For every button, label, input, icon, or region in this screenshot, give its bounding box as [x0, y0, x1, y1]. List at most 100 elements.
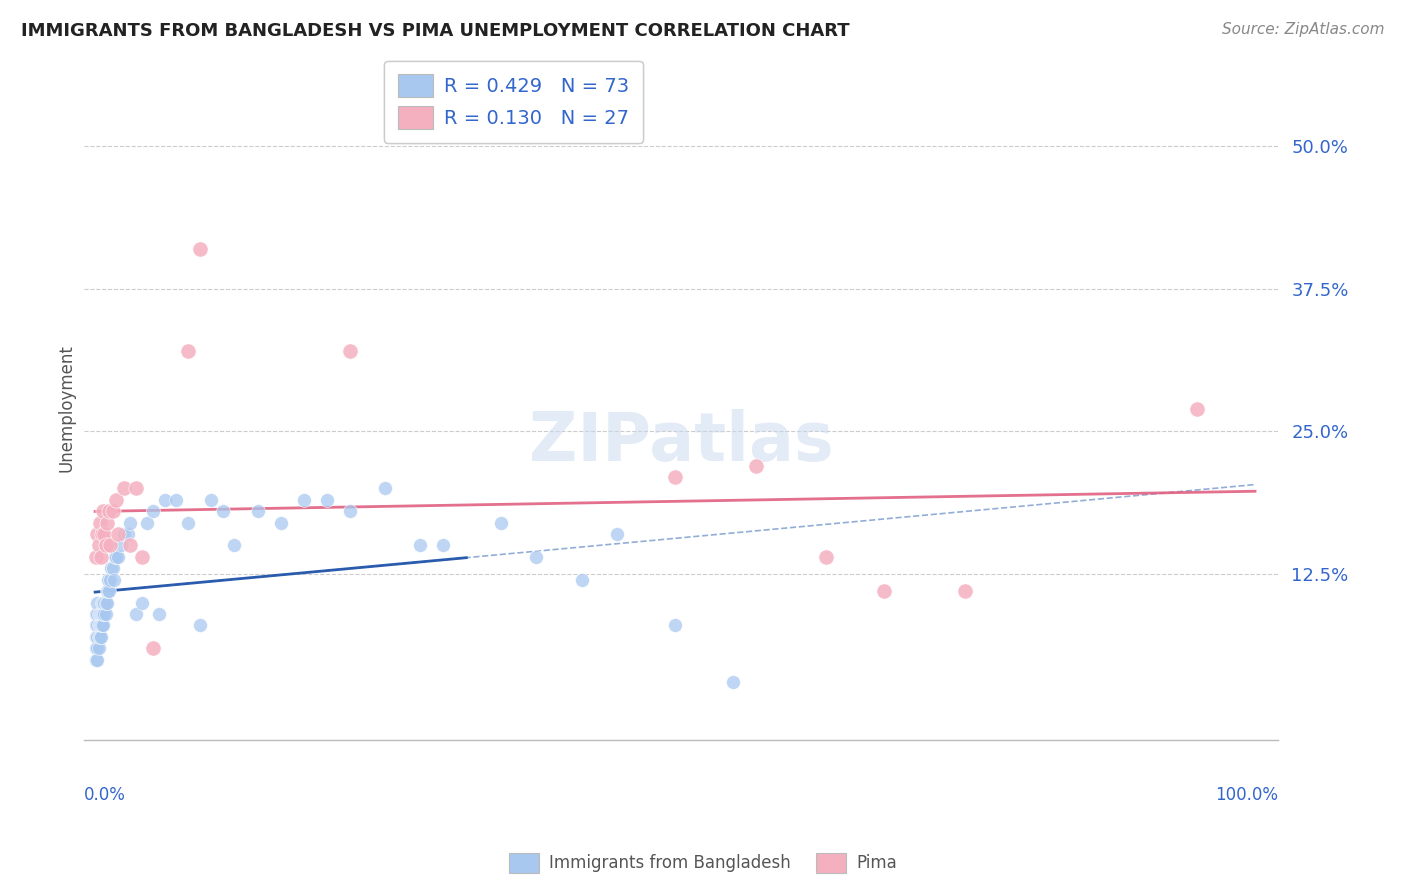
Point [814, 549, 837, 564]
Point [91, 596, 114, 610]
Point [98, 539, 121, 553]
Point [721, 675, 744, 690]
Point [87, 641, 110, 656]
Point [188, 618, 211, 632]
Point [104, 549, 127, 564]
Point [94, 539, 117, 553]
Point [86, 596, 108, 610]
Point [606, 527, 628, 541]
Point [84, 641, 107, 656]
Point [188, 242, 211, 256]
Point [117, 527, 139, 541]
Point [1185, 401, 1208, 416]
Point [131, 596, 153, 610]
Point [246, 504, 269, 518]
Point [107, 549, 129, 564]
Point [571, 573, 593, 587]
Point [93, 527, 115, 541]
Point [339, 344, 361, 359]
Point [93, 607, 115, 621]
Point [125, 607, 148, 621]
Point [953, 584, 976, 599]
Point [101, 504, 124, 518]
Point [339, 504, 361, 518]
Point [84, 607, 107, 621]
Legend: R = 0.429   N = 73, R = 0.130   N = 27: R = 0.429 N = 73, R = 0.130 N = 27 [384, 61, 643, 143]
Point [110, 539, 132, 553]
Point [86, 607, 108, 621]
Point [91, 618, 114, 632]
Text: IMMIGRANTS FROM BANGLADESH VS PIMA UNEMPLOYMENT CORRELATION CHART: IMMIGRANTS FROM BANGLADESH VS PIMA UNEMP… [21, 22, 849, 40]
Point [89, 630, 111, 644]
Point [91, 618, 114, 632]
Point [86, 653, 108, 667]
Point [84, 618, 107, 632]
Point [90, 607, 112, 621]
Point [142, 504, 165, 518]
Point [91, 607, 114, 621]
Point [86, 527, 108, 541]
Point [84, 630, 107, 644]
Point [96, 596, 118, 610]
Y-axis label: Unemployment: Unemployment [58, 344, 75, 473]
Point [97, 573, 120, 587]
Text: 0.0%: 0.0% [83, 786, 125, 804]
Point [165, 492, 187, 507]
Point [153, 492, 176, 507]
Point [91, 527, 114, 541]
Point [664, 470, 686, 484]
Point [104, 492, 127, 507]
Point [125, 482, 148, 496]
Point [94, 596, 117, 610]
Point [90, 630, 112, 644]
Point [432, 539, 454, 553]
Point [374, 482, 396, 496]
Text: Source: ZipAtlas.com: Source: ZipAtlas.com [1222, 22, 1385, 37]
Point [89, 618, 111, 632]
Text: 100.0%: 100.0% [1215, 786, 1278, 804]
Point [89, 607, 111, 621]
Point [107, 527, 129, 541]
Point [142, 641, 165, 656]
Point [98, 504, 121, 518]
Point [86, 618, 108, 632]
Point [118, 516, 141, 530]
Point [91, 596, 114, 610]
Point [118, 539, 141, 553]
Point [177, 516, 200, 530]
Point [270, 516, 292, 530]
Text: ZIPatlas: ZIPatlas [529, 409, 834, 475]
Point [148, 607, 170, 621]
Point [98, 573, 121, 587]
Point [664, 618, 686, 632]
Point [87, 618, 110, 632]
Point [91, 607, 114, 621]
Point [524, 549, 547, 564]
Point [136, 516, 159, 530]
Point [93, 596, 115, 610]
Point [103, 573, 125, 587]
Point [96, 516, 118, 530]
Point [211, 504, 233, 518]
Point [177, 344, 200, 359]
Point [84, 549, 107, 564]
Point [97, 584, 120, 599]
Point [316, 492, 339, 507]
Point [292, 492, 315, 507]
Point [112, 482, 135, 496]
Point [873, 584, 896, 599]
Point [224, 539, 246, 553]
Point [100, 561, 122, 575]
Point [87, 630, 110, 644]
Point [86, 630, 108, 644]
Point [91, 504, 114, 518]
Point [200, 492, 222, 507]
Point [90, 549, 112, 564]
Point [104, 549, 127, 564]
Point [96, 584, 118, 599]
Point [489, 516, 512, 530]
Point [131, 549, 153, 564]
Point [86, 641, 108, 656]
Point [87, 607, 110, 621]
Point [409, 539, 432, 553]
